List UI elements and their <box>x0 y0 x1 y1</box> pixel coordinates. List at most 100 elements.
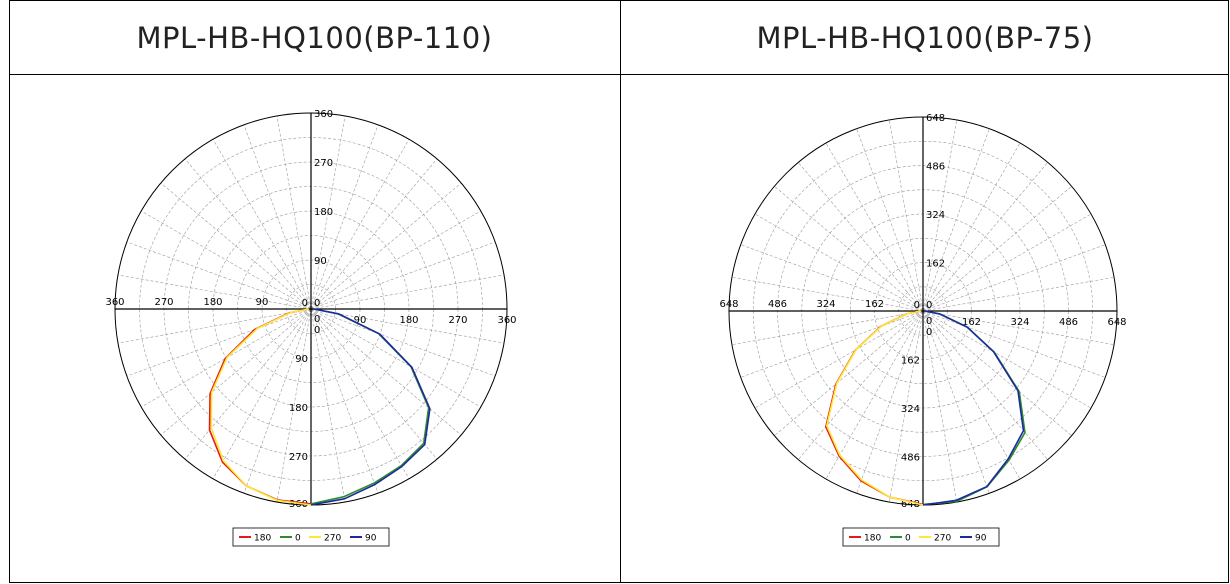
grid-spoke <box>922 310 1106 378</box>
tick-label-up: 648 <box>926 113 945 124</box>
grid-spoke <box>243 124 312 310</box>
tick-label-right: 180 <box>399 315 418 326</box>
grid-spoke <box>310 308 438 460</box>
grid-spoke <box>310 115 346 310</box>
legend-label-90: 90 <box>975 534 987 544</box>
grid-spoke <box>731 277 924 312</box>
tick-label-right: 648 <box>1107 317 1126 328</box>
grid-spoke <box>922 310 957 503</box>
grid-spoke <box>310 241 496 310</box>
grid-spoke <box>856 310 924 494</box>
grid-spoke <box>922 310 1048 460</box>
tick-label-right: 324 <box>1010 317 1029 328</box>
grid-spoke <box>310 139 410 310</box>
tick-label-down: 648 <box>901 499 920 510</box>
tick-label-left: 324 <box>816 299 835 310</box>
grid-spoke <box>117 308 312 344</box>
grid-spoke <box>276 308 312 503</box>
legend-label-270: 270 <box>324 534 341 544</box>
legend-label-270: 270 <box>934 534 951 544</box>
grid-spoke <box>310 308 505 344</box>
series-90-line <box>310 308 431 506</box>
series-90-line <box>922 310 1025 506</box>
grid-spoke <box>825 310 924 480</box>
grid-spoke <box>310 308 481 408</box>
grid-spoke <box>126 241 312 310</box>
grid-spoke <box>184 158 312 310</box>
grid-spoke <box>922 213 1092 312</box>
tick-label-down: 180 <box>289 403 308 414</box>
legend-label-0: 0 <box>295 534 301 544</box>
grid-spoke <box>212 139 312 310</box>
grid-spoke <box>740 310 924 378</box>
tick-label-down: 270 <box>289 452 308 463</box>
grid-spoke <box>922 310 990 494</box>
tick-label-left: 90 <box>256 297 269 308</box>
tick-label-right: 360 <box>497 315 516 326</box>
tick-label-right: 486 <box>1059 317 1078 328</box>
grid-spoke <box>310 274 505 310</box>
grid-spoke <box>922 310 1092 409</box>
grid-spoke <box>160 308 312 436</box>
tick-label-down: 162 <box>901 356 920 367</box>
grid-spoke <box>310 308 410 479</box>
grid-spoke <box>922 142 1021 312</box>
grid-spoke <box>740 244 924 312</box>
grid-spoke <box>798 162 924 312</box>
grid-spoke <box>774 186 924 312</box>
grid-spoke <box>310 124 379 310</box>
grid-spoke <box>310 158 438 310</box>
tick-label-right: 0 <box>926 316 932 327</box>
series-0-line <box>310 308 430 505</box>
tick-label-up: 90 <box>314 256 327 267</box>
grid-spoke <box>310 210 481 310</box>
grid-spoke <box>889 119 924 312</box>
grid-spoke <box>310 308 496 377</box>
tick-label-up: 162 <box>926 259 945 270</box>
tick-label-left: 270 <box>154 297 173 308</box>
tick-label-down: 0 <box>314 325 320 336</box>
grid-spoke <box>922 244 1106 312</box>
grid-spoke <box>184 308 312 460</box>
grid-spoke <box>774 310 924 436</box>
grid-spoke <box>117 274 312 310</box>
grid-spoke <box>754 310 924 409</box>
series-270-line <box>210 308 312 506</box>
tick-label-left: 0 <box>302 298 308 309</box>
tick-label-left: 648 <box>719 299 738 310</box>
grid-spoke <box>922 119 957 312</box>
grid-spoke <box>310 308 346 503</box>
grid-spoke <box>310 308 379 494</box>
grid-spoke <box>922 186 1072 312</box>
legend-label-180: 180 <box>254 534 271 544</box>
tick-label-right: 162 <box>962 317 981 328</box>
tick-label-left: 162 <box>865 299 884 310</box>
grid-spoke <box>212 308 312 479</box>
left-column-title: MPL-HB-HQ100(BP-110) <box>136 21 493 55</box>
tick-label-down: 486 <box>901 453 920 464</box>
right-column-title: MPL-HB-HQ100(BP-75) <box>756 21 1094 55</box>
tick-label-up: 486 <box>926 162 945 173</box>
legend: 180 0 270 90 <box>232 527 390 547</box>
grid-spoke <box>922 277 1115 312</box>
grid-spoke <box>310 308 462 436</box>
tick-label-right: 90 <box>354 315 367 326</box>
grid-spoke <box>126 308 312 377</box>
grid-spoke <box>276 115 312 310</box>
tick-label-right: 270 <box>448 315 467 326</box>
grid-spoke <box>856 128 924 312</box>
tick-label-up: 324 <box>926 210 945 221</box>
tick-label-left: 486 <box>768 299 787 310</box>
legend-label-180: 180 <box>864 534 881 544</box>
tick-label-down: 324 <box>901 404 920 415</box>
comparison-table <box>9 0 1229 583</box>
tick-label-up: 360 <box>314 109 333 120</box>
tick-label-up: 0 <box>926 300 932 311</box>
tick-label-right: 0 <box>314 314 320 325</box>
grid-spoke <box>243 308 312 494</box>
grid-spoke <box>798 310 924 460</box>
grid-spoke <box>922 128 990 312</box>
grid-spoke <box>922 310 1021 480</box>
tick-label-down: 360 <box>289 499 308 510</box>
tick-label-up: 180 <box>314 207 333 218</box>
